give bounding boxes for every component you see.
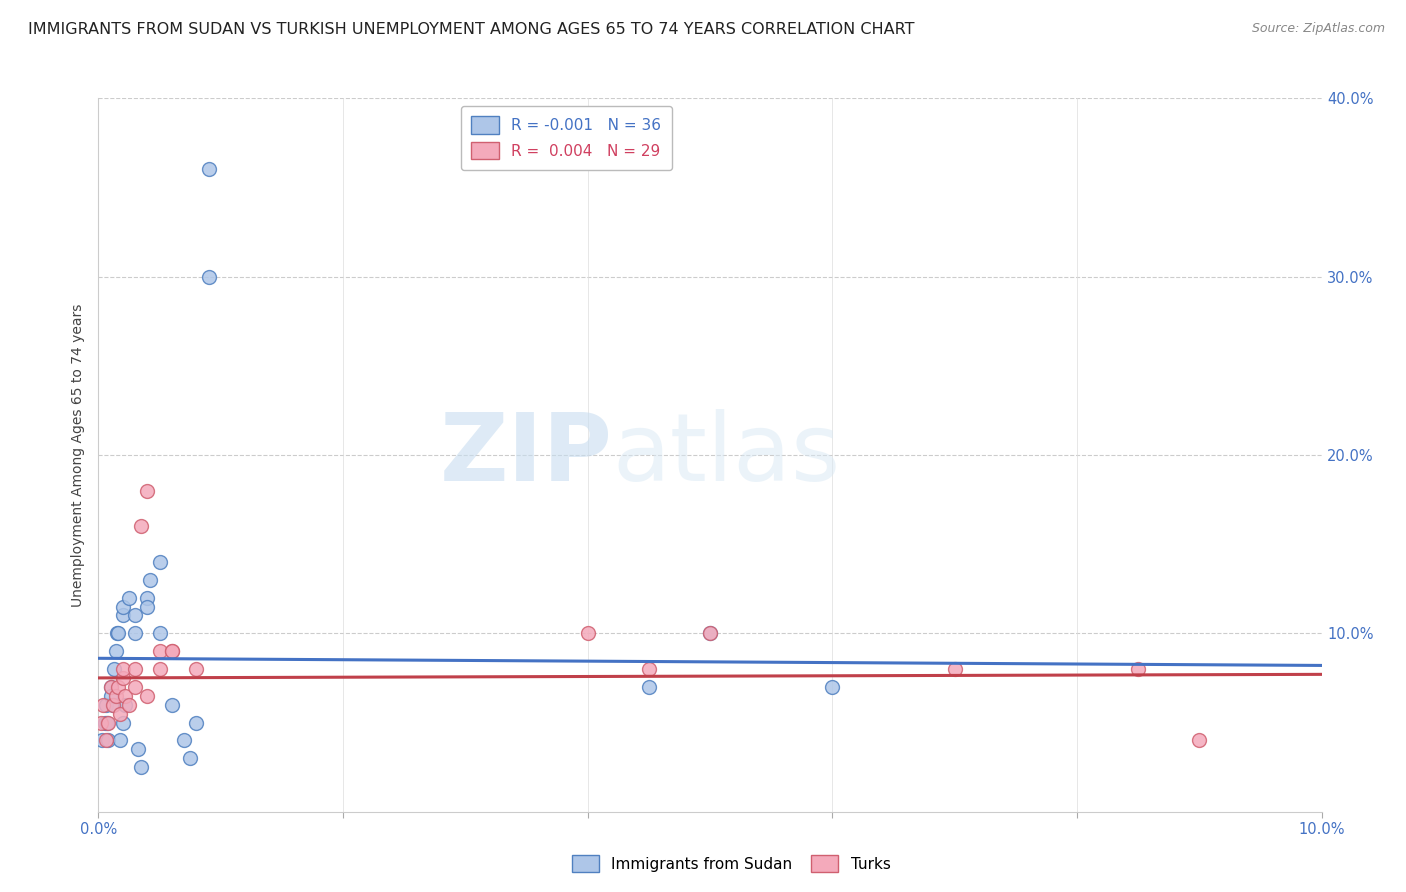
Point <box>127 742 149 756</box>
Point <box>124 626 146 640</box>
Point <box>197 162 219 177</box>
Point <box>107 680 129 694</box>
Point <box>943 662 966 676</box>
Point <box>111 715 134 730</box>
Point <box>186 715 208 730</box>
Point <box>186 662 208 676</box>
Point <box>1128 662 1150 676</box>
Point <box>105 626 128 640</box>
Point <box>90 715 112 730</box>
Point <box>100 689 122 703</box>
Point <box>97 733 120 747</box>
Point <box>149 662 172 676</box>
Point <box>139 573 162 587</box>
Point <box>111 608 134 623</box>
Point <box>104 644 127 658</box>
Point <box>94 733 117 747</box>
Point <box>100 680 122 694</box>
Point <box>149 644 172 658</box>
Point <box>110 733 132 747</box>
Point <box>101 698 124 712</box>
Point <box>699 626 721 640</box>
Point <box>1188 733 1211 747</box>
Point <box>103 662 125 676</box>
Text: ZIP: ZIP <box>439 409 612 501</box>
Point <box>160 698 183 712</box>
Point <box>110 706 132 721</box>
Point <box>129 519 152 533</box>
Point <box>114 689 136 703</box>
Point <box>136 591 159 605</box>
Point <box>576 626 599 640</box>
Point <box>129 760 152 774</box>
Point <box>136 689 159 703</box>
Point <box>118 698 141 712</box>
Point <box>100 680 122 694</box>
Point <box>197 269 219 284</box>
Text: Source: ZipAtlas.com: Source: ZipAtlas.com <box>1251 22 1385 36</box>
Point <box>173 733 195 747</box>
Point <box>637 662 661 676</box>
Point <box>699 626 721 640</box>
Point <box>124 662 146 676</box>
Point <box>160 644 183 658</box>
Point <box>637 680 661 694</box>
Point <box>91 698 114 712</box>
Point <box>101 698 124 712</box>
Point <box>97 715 120 730</box>
Point <box>149 626 172 640</box>
Y-axis label: Unemployment Among Ages 65 to 74 years: Unemployment Among Ages 65 to 74 years <box>70 303 84 607</box>
Point <box>160 644 183 658</box>
Point <box>107 626 129 640</box>
Point <box>114 698 136 712</box>
Legend: Immigrants from Sudan, Turks: Immigrants from Sudan, Turks <box>564 847 898 880</box>
Point <box>111 599 134 614</box>
Legend: R = -0.001   N = 36, R =  0.004   N = 29: R = -0.001 N = 36, R = 0.004 N = 29 <box>461 106 672 170</box>
Point <box>111 671 134 685</box>
Point <box>93 715 115 730</box>
Point <box>104 689 127 703</box>
Point <box>111 662 134 676</box>
Point <box>91 733 114 747</box>
Point <box>179 751 201 765</box>
Text: atlas: atlas <box>612 409 841 501</box>
Point <box>149 555 172 569</box>
Point <box>96 715 118 730</box>
Point <box>118 591 141 605</box>
Point <box>94 698 117 712</box>
Point <box>136 599 159 614</box>
Point <box>124 680 146 694</box>
Point <box>124 608 146 623</box>
Text: IMMIGRANTS FROM SUDAN VS TURKISH UNEMPLOYMENT AMONG AGES 65 TO 74 YEARS CORRELAT: IMMIGRANTS FROM SUDAN VS TURKISH UNEMPLO… <box>28 22 915 37</box>
Point <box>136 483 159 498</box>
Point <box>821 680 844 694</box>
